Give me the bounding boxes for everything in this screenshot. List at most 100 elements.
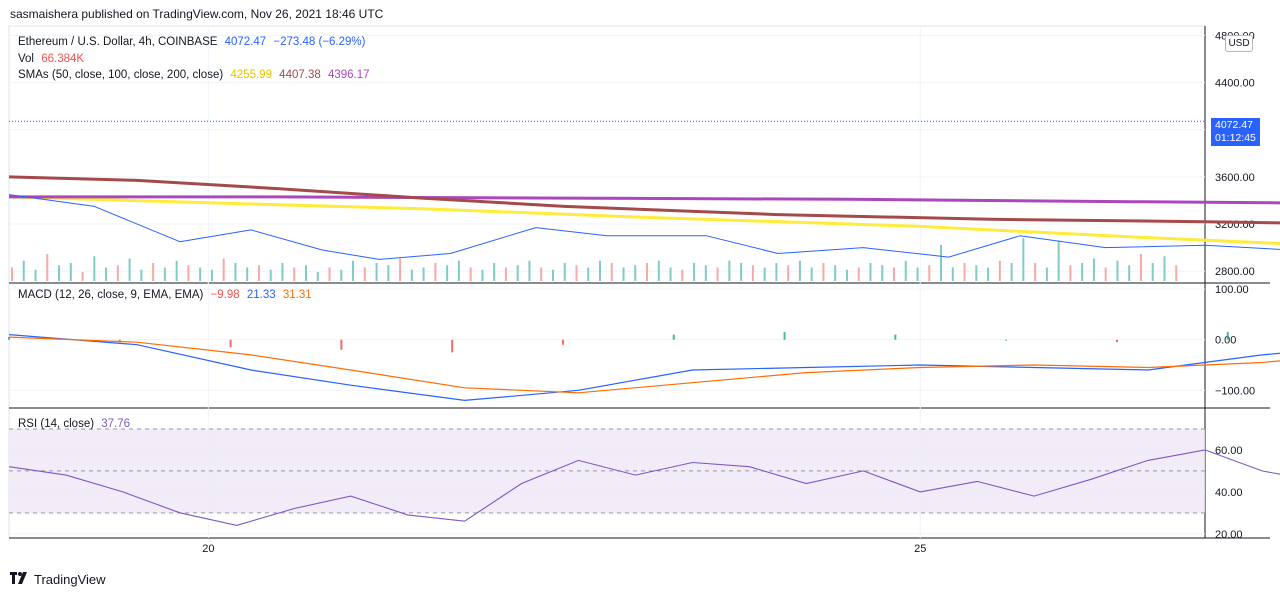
volume-bar (234, 263, 237, 281)
macd-label: MACD (12, 26, close, 9, EMA, EMA) (18, 289, 204, 301)
volume-bar (257, 265, 260, 281)
macd-y-tick: 0.00 (1215, 335, 1236, 347)
volume-bar (481, 269, 484, 281)
volume-bar (328, 267, 331, 281)
volume-bar (1163, 256, 1166, 281)
macd-histogram-bar (1226, 332, 1229, 340)
macd-y-tick: 100.00 (1215, 284, 1249, 296)
volume-bar (305, 265, 307, 281)
volume-bar (34, 269, 37, 281)
rsi-legend[interactable]: RSI (14, close) 37.76 (18, 418, 134, 430)
macd-hist-value: −9.98 (210, 289, 240, 301)
rsi-band (9, 428, 1205, 513)
volume-bar (1151, 263, 1154, 281)
volume-bar (1116, 260, 1119, 281)
price-tag-countdown: 01:12:45 (1215, 132, 1256, 144)
macd-line (8, 334, 1280, 402)
sma100-line (8, 175, 1280, 225)
volume-label: Vol (18, 53, 34, 65)
volume-bar (116, 265, 119, 281)
rsi-label: RSI (14, close) (18, 418, 95, 430)
volume-bar (363, 267, 366, 281)
volume-value: 66.384K (41, 53, 85, 65)
macd-legend[interactable]: MACD (12, 26, close, 9, EMA, EMA) −9.98 … (18, 289, 316, 301)
volume-bar (387, 265, 390, 281)
footer-brand[interactable]: TradingView (10, 572, 106, 587)
publisher-line: sasmaishera published on TradingView.com… (10, 7, 384, 21)
volume-bar (469, 267, 472, 281)
volume-bar (693, 263, 696, 281)
volume-bar (340, 269, 343, 281)
volume-bar (187, 265, 190, 281)
sma50-value: 4255.99 (230, 69, 272, 81)
volume-bar (681, 269, 684, 281)
volume-bar (210, 269, 213, 281)
volume-bar (657, 260, 660, 281)
volume-bar (740, 263, 743, 281)
volume-bar (422, 267, 425, 281)
price-line (8, 194, 1280, 260)
volume-bar (975, 265, 978, 281)
rsi-value: 37.76 (101, 418, 131, 430)
x-tick-label: 25 (914, 543, 926, 555)
volume-bar (316, 272, 319, 281)
sma200-line (9, 195, 1280, 205)
sma-label: SMAs (50, close, 100, close, 200, close) (18, 69, 224, 81)
tradingview-logo-icon (10, 572, 30, 587)
currency-button[interactable]: USD (1225, 35, 1253, 52)
price-y-tick: 2800.00 (1215, 266, 1255, 278)
volume-bar (845, 269, 848, 281)
volume-bar (622, 267, 625, 281)
volume-bar (1175, 265, 1178, 281)
volume-bar (1069, 265, 1072, 281)
volume-bar (222, 258, 225, 281)
volume-bar (881, 265, 884, 281)
volume-bar (128, 258, 131, 281)
macd-histogram-bar (1115, 339, 1118, 343)
symbol-label: Ethereum / U.S. Dollar, 4h, COINBASE (18, 36, 218, 48)
volume-bar (610, 263, 613, 281)
volume-bar (352, 260, 355, 281)
volume-bar (140, 269, 143, 281)
volume-legend[interactable]: Vol 66.384K (18, 53, 88, 65)
volume-bar (798, 260, 801, 281)
volume-bar (775, 263, 778, 281)
macd-histogram-bar (1005, 339, 1008, 341)
price-tag-value: 4072.47 (1215, 119, 1253, 131)
volume-bar (410, 269, 413, 281)
volume-bar (1010, 263, 1013, 281)
volume-bar (1022, 238, 1025, 281)
price-y-tick: 3600.00 (1215, 172, 1255, 184)
main-legend[interactable]: Ethereum / U.S. Dollar, 4h, COINBASE 407… (18, 36, 369, 48)
volume-bar (987, 267, 990, 281)
volume-bar (446, 265, 449, 281)
macd-histogram-bar (229, 339, 232, 348)
volume-bar (1092, 258, 1095, 281)
volume-bar (669, 267, 672, 281)
sma-legend[interactable]: SMAs (50, close, 100, close, 200, close)… (18, 69, 374, 81)
volume-bar (728, 260, 731, 281)
price-y-tick: 4400.00 (1215, 78, 1255, 90)
price-tag: 4072.47 01:12:45 (1211, 118, 1260, 146)
volume-bar (1104, 267, 1107, 281)
volume-bar (787, 265, 790, 281)
volume-bar (916, 267, 919, 281)
macd-histogram-bar (8, 337, 10, 340)
volume-bar (1128, 265, 1131, 281)
volume-bar (998, 260, 1001, 281)
volume-bar (269, 269, 272, 281)
volume-bar (1045, 267, 1048, 281)
volume-bar (81, 272, 84, 281)
volume-bar (1081, 263, 1084, 281)
volume-bar (575, 265, 578, 281)
volume-bar (904, 260, 907, 281)
volume-bar (1057, 240, 1060, 281)
volume-bar (587, 267, 590, 281)
volume-bar (152, 263, 155, 281)
rsi-y-tick: 60.00 (1215, 445, 1243, 457)
macd-value: 21.33 (246, 289, 276, 301)
footer-brand-label: TradingView (34, 572, 106, 587)
volume-bar (46, 254, 49, 281)
volume-bar (551, 269, 554, 281)
